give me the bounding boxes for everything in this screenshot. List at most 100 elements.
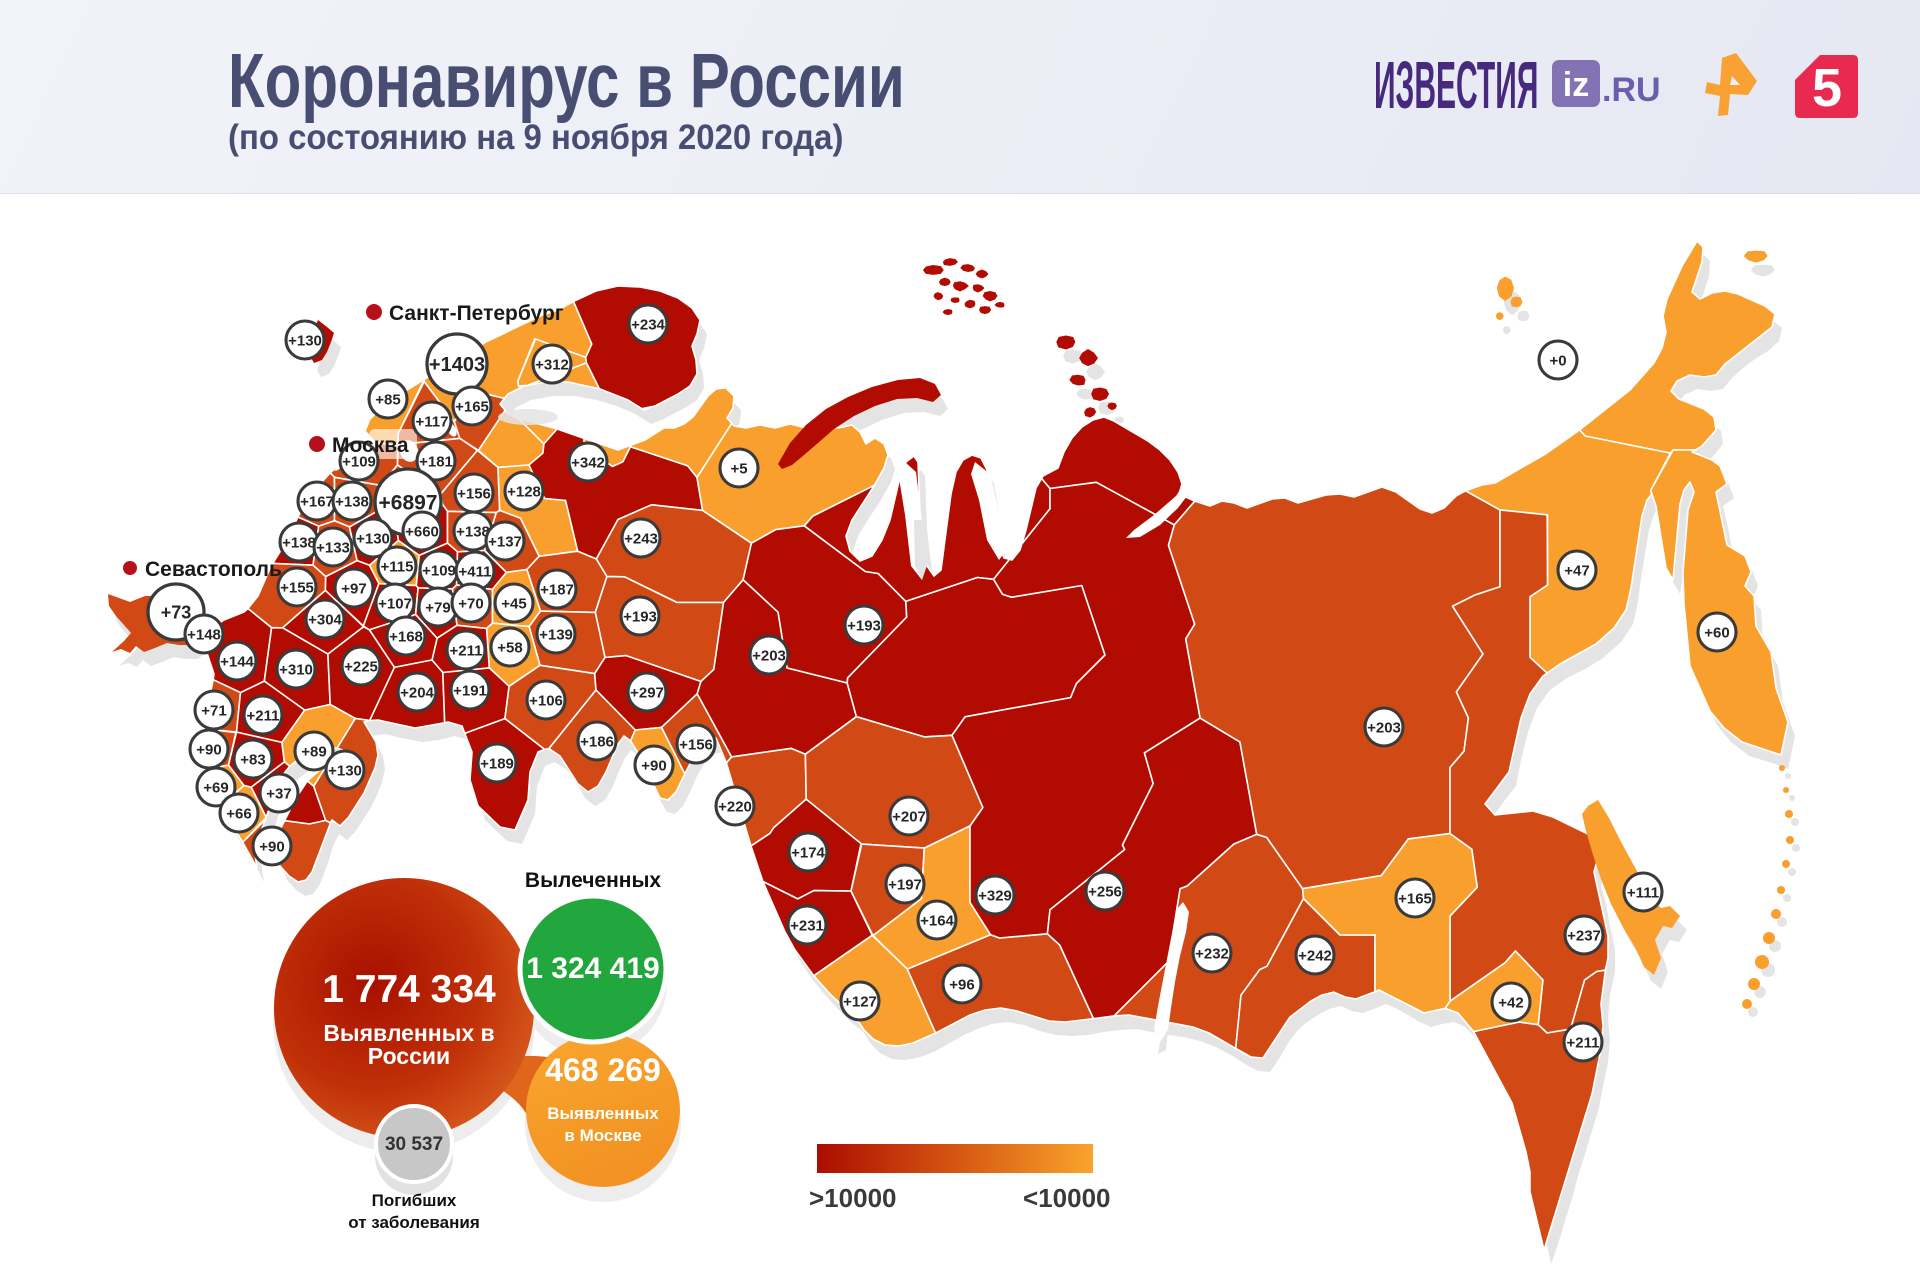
svg-text:+411: +411: [459, 563, 492, 580]
svg-text:+232: +232: [1195, 945, 1229, 962]
svg-text:+211: +211: [1567, 1034, 1600, 1051]
svg-text:+304: +304: [308, 611, 342, 628]
svg-text:+164: +164: [920, 912, 954, 929]
svg-text:.RU: .RU: [1602, 71, 1661, 109]
svg-text:+90: +90: [259, 838, 284, 855]
svg-text:+139: +139: [539, 626, 573, 643]
svg-text:России: России: [368, 1043, 450, 1069]
svg-text:+225: +225: [344, 658, 378, 675]
svg-text:+138: +138: [335, 493, 369, 510]
svg-text:+70: +70: [458, 595, 483, 612]
svg-text:+69: +69: [203, 779, 228, 796]
svg-text:+174: +174: [791, 844, 825, 861]
svg-text:+89: +89: [301, 743, 326, 760]
svg-text:+243: +243: [624, 530, 658, 547]
svg-text:+117: +117: [416, 413, 449, 430]
svg-text:ИЗВЕСТИЯ: ИЗВЕСТИЯ: [1374, 47, 1538, 122]
svg-text:Севастополь: Севастополь: [145, 558, 282, 581]
svg-text:+138: +138: [282, 534, 316, 551]
svg-text:+138: +138: [456, 523, 490, 540]
svg-text:+310: +310: [279, 661, 313, 678]
svg-text:+79: +79: [425, 599, 450, 616]
svg-text:+203: +203: [1367, 719, 1401, 736]
svg-text:5: 5: [1812, 58, 1842, 118]
svg-text:+128: +128: [507, 483, 541, 500]
svg-text:+1403: +1403: [429, 354, 485, 376]
svg-text:+109: +109: [342, 453, 376, 470]
svg-text:+342: +342: [571, 454, 605, 471]
svg-text:+144: +144: [220, 653, 254, 670]
svg-text:+156: +156: [679, 736, 713, 753]
svg-text:от заболевания: от заболевания: [348, 1213, 480, 1232]
svg-text:+45: +45: [501, 595, 526, 612]
svg-text:+312: +312: [535, 356, 569, 373]
svg-text:+237: +237: [1567, 927, 1601, 944]
svg-text:+130: +130: [356, 530, 390, 547]
svg-text:+90: +90: [641, 757, 666, 774]
svg-text:+220: +220: [718, 798, 752, 815]
svg-text:<10000: <10000: [1023, 1183, 1110, 1213]
svg-text:+297: +297: [630, 684, 664, 701]
svg-text:+191: +191: [453, 682, 487, 699]
svg-text:+73: +73: [161, 602, 192, 622]
svg-text:+107: +107: [378, 595, 412, 612]
svg-text:Москва: Москва: [332, 434, 409, 457]
svg-text:30 537: 30 537: [385, 1134, 443, 1155]
svg-text:+137: +137: [488, 533, 522, 550]
svg-text:Выявленных в: Выявленных в: [323, 1020, 494, 1046]
svg-text:+58: +58: [497, 639, 522, 656]
svg-text:+204: +204: [400, 684, 434, 701]
svg-text:+329: +329: [978, 887, 1012, 904]
svg-text:Погибших: Погибших: [372, 1191, 457, 1210]
svg-text:+186: +186: [580, 733, 614, 750]
svg-text:+85: +85: [375, 391, 400, 408]
svg-text:+187: +187: [540, 581, 574, 598]
svg-text:Санкт-Петербург: Санкт-Петербург: [389, 302, 564, 325]
svg-text:+211: +211: [247, 707, 280, 724]
svg-text:+60: +60: [1704, 624, 1729, 641]
svg-text:+130: +130: [288, 332, 322, 349]
svg-text:+207: +207: [892, 808, 926, 825]
svg-text:+156: +156: [457, 485, 491, 502]
svg-text:+211: +211: [450, 642, 483, 659]
svg-text:+203: +203: [752, 647, 786, 664]
svg-text:+189: +189: [480, 755, 514, 772]
svg-text:+111: +111: [1627, 884, 1659, 901]
svg-text:+115: +115: [381, 558, 414, 575]
svg-text:+42: +42: [1498, 994, 1523, 1011]
svg-text:+106: +106: [529, 692, 563, 709]
svg-text:+168: +168: [389, 628, 423, 645]
svg-text:+127: +127: [843, 993, 877, 1010]
svg-text:+155: +155: [280, 579, 314, 596]
svg-text:+242: +242: [1298, 947, 1332, 964]
svg-text:1 774 334: 1 774 334: [322, 968, 496, 1011]
svg-text:+71: +71: [201, 702, 226, 719]
svg-text:+83: +83: [240, 751, 265, 768]
svg-text:+47: +47: [1564, 562, 1589, 579]
svg-text:iz: iz: [1563, 66, 1589, 104]
svg-text:+165: +165: [455, 398, 489, 415]
svg-text:>10000: >10000: [809, 1183, 896, 1213]
svg-text:+109: +109: [422, 562, 456, 579]
svg-text:+6897: +6897: [379, 491, 438, 514]
svg-text:+96: +96: [949, 976, 974, 993]
svg-text:+133: +133: [316, 539, 350, 556]
svg-text:+97: +97: [341, 580, 366, 597]
svg-text:468 269: 468 269: [545, 1052, 661, 1088]
svg-text:+256: +256: [1088, 883, 1122, 900]
svg-text:+167: +167: [300, 493, 334, 510]
svg-text:+197: +197: [888, 876, 922, 893]
svg-text:1 324 419: 1 324 419: [526, 952, 659, 985]
svg-text:+66: +66: [226, 805, 251, 822]
svg-text:+193: +193: [623, 608, 657, 625]
svg-text:+193: +193: [847, 617, 881, 634]
svg-text:+148: +148: [187, 626, 221, 643]
svg-text:+90: +90: [196, 741, 221, 758]
svg-text:+181: +181: [419, 453, 453, 470]
svg-text:+5: +5: [730, 460, 747, 477]
svg-text:в Москве: в Москве: [564, 1126, 641, 1145]
svg-text:Выявленных: Выявленных: [547, 1104, 659, 1123]
svg-text:+37: +37: [266, 785, 291, 802]
svg-text:+234: +234: [631, 316, 665, 333]
svg-text:+231: +231: [790, 917, 824, 934]
